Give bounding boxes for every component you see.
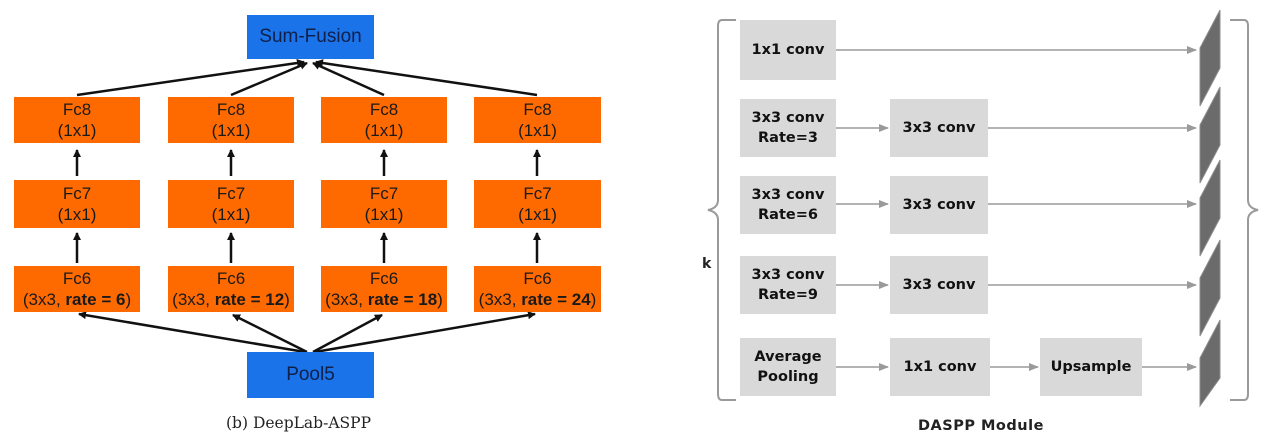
fc6-kernel: (3x3, (22, 290, 66, 309)
fc8-box: Fc8 (1x1) (321, 97, 447, 143)
box-line-1: 3x3 conv (751, 267, 825, 283)
fc7-kernel: (1x1) (211, 205, 251, 224)
fc8-kernel: (1x1) (211, 121, 251, 140)
box-line-1: 3x3 conv (902, 120, 976, 136)
fc7-label: Fc7 (62, 184, 92, 203)
sum-fusion-box: Sum-Fusion (247, 15, 374, 59)
pool5-box: Pool5 (247, 352, 374, 398)
fc6-close: ) (437, 290, 443, 309)
fc7-box: Fc7 (1x1) (474, 180, 601, 228)
conv-3x3-box: 3x3 conv (890, 99, 988, 157)
fc6-close: ) (284, 290, 290, 309)
fc6-label: Fc6 (369, 269, 399, 288)
fc7-label: Fc7 (369, 184, 399, 203)
fc7-kernel: (1x1) (57, 205, 97, 224)
brace-label: k (702, 256, 712, 272)
daspp-arrows (836, 46, 1197, 371)
fc6-config: (3x3, rate = 6) (23, 289, 131, 310)
fc7-box: Fc7 (1x1) (168, 180, 294, 228)
fc6-rate: rate = 24 (521, 290, 591, 309)
right-brace (1230, 19, 1259, 401)
fc6-kernel: (3x3, (325, 290, 368, 309)
box-line-2: Pooling (757, 369, 819, 385)
fc6-box: Fc6 (3x3, rate = 6) (14, 266, 140, 312)
fc6-rate: rate = 18 (367, 290, 438, 309)
fc6-close: ) (590, 290, 597, 309)
feature-map-slab (1199, 9, 1221, 107)
fc7-label: Fc7 (216, 184, 246, 203)
left-caption: (b) DeepLab-ASPP (226, 414, 372, 432)
conv-1x1-box: 1x1 conv (890, 338, 990, 396)
fc6-label: Fc6 (523, 269, 552, 288)
atrous-conv-box: 3x3 conv Rate=3 (740, 99, 836, 157)
fc8-label: Fc8 (523, 100, 552, 119)
fc6-kernel: (3x3, (478, 290, 522, 309)
fc6-rate: rate = 6 (65, 290, 126, 309)
upsample-box: Upsample (1040, 338, 1142, 396)
fc7-kernel: (1x1) (364, 205, 404, 224)
fc8-to-sumfusion-arrows (76, 59, 538, 97)
fc6-box: Fc6 (3x3, rate = 18) (321, 266, 447, 312)
feature-map-slab (1199, 86, 1221, 184)
avg-pooling-box: Average Pooling (740, 338, 836, 396)
fc6-close: ) (125, 290, 132, 309)
fc6-box: Fc6 (3x3, rate = 12) (168, 266, 294, 312)
fc7-box: Fc7 (1x1) (14, 180, 140, 228)
box-line-1: Average (754, 349, 822, 365)
box-line-1: 3x3 conv (751, 110, 825, 126)
fc8-kernel: (1x1) (518, 121, 557, 140)
feature-map-slabs (1199, 9, 1221, 408)
fc8-kernel: (1x1) (364, 121, 404, 140)
fc6-box: Fc6 (3x3, rate = 24) (474, 266, 601, 312)
fc6-label: Fc6 (62, 269, 92, 288)
conv-1x1-box: 1x1 conv (740, 20, 836, 80)
fc6-config: (3x3, rate = 12) (172, 289, 290, 310)
fc6-config: (3x3, rate = 18) (325, 289, 443, 310)
fc6-config: (3x3, rate = 24) (479, 289, 597, 310)
feature-map-slab (1199, 239, 1221, 337)
box-line-1: 1x1 conv (903, 359, 977, 375)
fc6-label: Fc6 (216, 269, 246, 288)
fc7-kernel: (1x1) (518, 205, 557, 224)
box-line-1: 3x3 conv (902, 197, 976, 213)
fc8-kernel: (1x1) (57, 121, 97, 140)
box-line-1: Upsample (1050, 359, 1132, 375)
atrous-conv-box: 3x3 conv Rate=9 (740, 256, 836, 314)
box-line-1: 3x3 conv (751, 187, 825, 203)
feature-map-slab (1199, 159, 1221, 257)
conv-3x3-box: 3x3 conv (890, 176, 988, 234)
right-caption: DASPP Module (918, 418, 1044, 434)
atrous-conv-box: 3x3 conv Rate=6 (740, 176, 836, 234)
box-line-2: Rate=3 (758, 130, 818, 146)
left-brace (707, 19, 736, 401)
fc8-label: Fc8 (369, 100, 399, 119)
feature-map-slab (1199, 319, 1221, 408)
conv-3x3-box: 3x3 conv (890, 256, 988, 314)
fc8-box: Fc8 (1x1) (14, 97, 140, 143)
fc8-box: Fc8 (1x1) (474, 97, 601, 143)
box-line-2: Rate=9 (758, 287, 818, 303)
fc6-rate: rate = 12 (214, 290, 285, 309)
box-line-2: Rate=6 (758, 207, 818, 223)
fc7-box: Fc7 (1x1) (321, 180, 447, 228)
fc8-label: Fc8 (62, 100, 92, 119)
fc8-label: Fc8 (216, 100, 246, 119)
fc8-box: Fc8 (1x1) (168, 97, 294, 143)
box-line-1: 3x3 conv (902, 277, 976, 293)
box-line-1: 1x1 conv (751, 42, 825, 58)
fc6-kernel: (3x3, (172, 290, 215, 309)
vertical-column-arrows (73, 149, 541, 263)
fc7-label: Fc7 (523, 184, 552, 203)
pool5-to-fc6-arrows (78, 311, 536, 354)
